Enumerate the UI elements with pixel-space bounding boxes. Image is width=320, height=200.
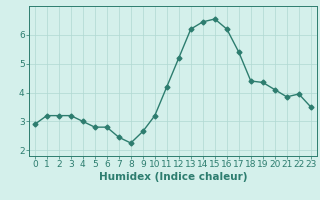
X-axis label: Humidex (Indice chaleur): Humidex (Indice chaleur) bbox=[99, 172, 247, 182]
